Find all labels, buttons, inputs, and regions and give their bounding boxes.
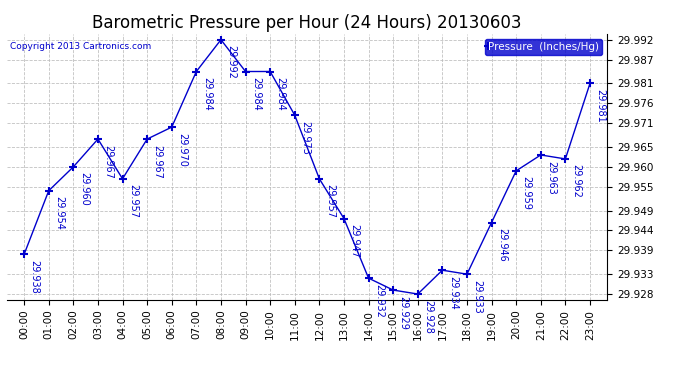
Text: 29.934: 29.934 — [448, 276, 458, 309]
Pressure  (Inches/Hg) — [168, 125, 176, 129]
Pressure  (Inches/Hg) — [537, 153, 545, 157]
Text: 29.967: 29.967 — [152, 145, 163, 178]
Pressure  (Inches/Hg) — [266, 69, 275, 74]
Legend: Pressure  (Inches/Hg): Pressure (Inches/Hg) — [485, 39, 602, 55]
Pressure  (Inches/Hg) — [512, 169, 520, 173]
Text: 29.954: 29.954 — [55, 196, 64, 230]
Text: 29.960: 29.960 — [79, 172, 89, 206]
Pressure  (Inches/Hg) — [389, 288, 397, 292]
Text: 29.984: 29.984 — [276, 77, 286, 111]
Text: 29.973: 29.973 — [300, 121, 310, 154]
Text: 29.938: 29.938 — [30, 260, 40, 294]
Text: Copyright 2013 Cartronics.com: Copyright 2013 Cartronics.com — [10, 42, 151, 51]
Pressure  (Inches/Hg) — [143, 137, 151, 141]
Text: 29.933: 29.933 — [473, 280, 482, 314]
Pressure  (Inches/Hg) — [586, 81, 594, 86]
Text: 29.929: 29.929 — [399, 296, 408, 330]
Pressure  (Inches/Hg) — [45, 189, 53, 193]
Text: 29.963: 29.963 — [546, 160, 556, 194]
Pressure  (Inches/Hg) — [413, 292, 422, 296]
Pressure  (Inches/Hg) — [69, 165, 77, 169]
Pressure  (Inches/Hg) — [217, 38, 225, 42]
Pressure  (Inches/Hg) — [241, 69, 250, 74]
Text: 29.984: 29.984 — [202, 77, 212, 111]
Pressure  (Inches/Hg) — [339, 216, 348, 221]
Text: 29.957: 29.957 — [325, 184, 335, 218]
Text: 29.962: 29.962 — [571, 165, 581, 198]
Text: 29.946: 29.946 — [497, 228, 507, 262]
Text: 29.981: 29.981 — [595, 89, 606, 123]
Title: Barometric Pressure per Hour (24 Hours) 20130603: Barometric Pressure per Hour (24 Hours) … — [92, 14, 522, 32]
Pressure  (Inches/Hg) — [561, 157, 569, 161]
Text: 29.992: 29.992 — [226, 45, 237, 79]
Line: Pressure  (Inches/Hg): Pressure (Inches/Hg) — [20, 36, 594, 298]
Text: 29.957: 29.957 — [128, 184, 138, 218]
Text: 29.947: 29.947 — [350, 224, 359, 258]
Text: 29.959: 29.959 — [522, 176, 532, 210]
Pressure  (Inches/Hg) — [94, 137, 102, 141]
Pressure  (Inches/Hg) — [119, 177, 127, 181]
Pressure  (Inches/Hg) — [463, 272, 471, 276]
Pressure  (Inches/Hg) — [193, 69, 201, 74]
Text: 29.984: 29.984 — [251, 77, 261, 111]
Text: 29.928: 29.928 — [424, 300, 433, 333]
Text: 29.932: 29.932 — [374, 284, 384, 318]
Text: 29.967: 29.967 — [104, 145, 113, 178]
Text: 29.970: 29.970 — [177, 133, 187, 166]
Pressure  (Inches/Hg) — [290, 113, 299, 117]
Pressure  (Inches/Hg) — [438, 268, 446, 273]
Pressure  (Inches/Hg) — [315, 177, 324, 181]
Pressure  (Inches/Hg) — [364, 276, 373, 280]
Pressure  (Inches/Hg) — [487, 220, 495, 225]
Pressure  (Inches/Hg) — [20, 252, 28, 257]
